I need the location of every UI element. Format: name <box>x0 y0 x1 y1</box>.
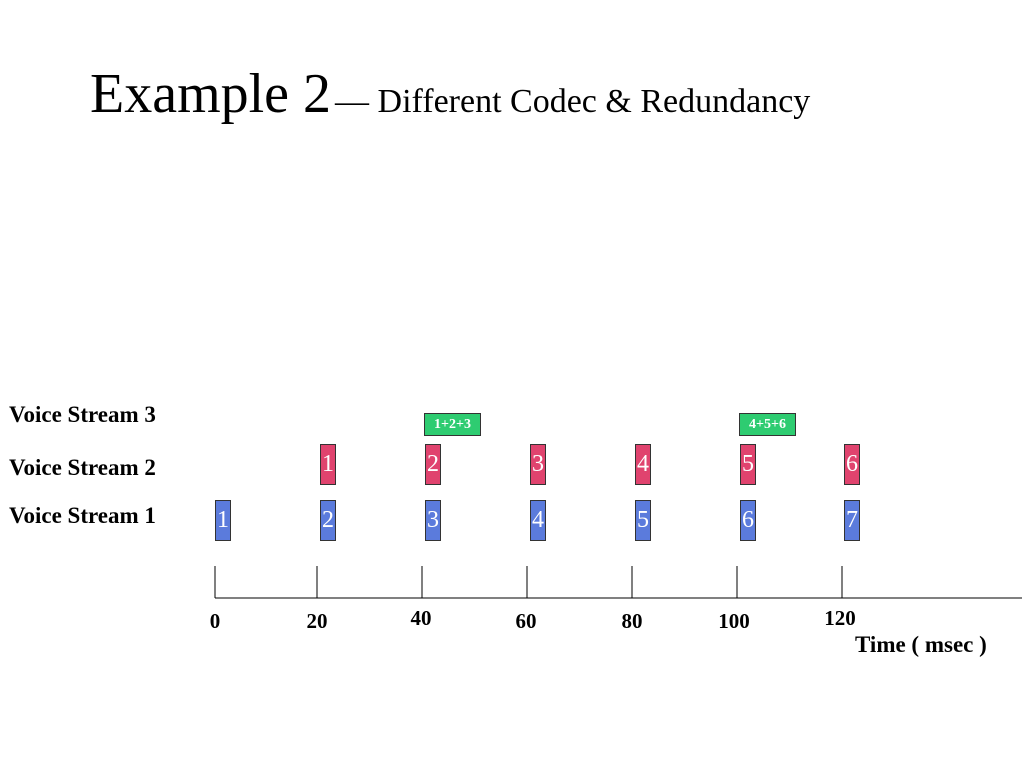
stream-label-3: Voice Stream 3 <box>9 402 156 427</box>
stream-label-1: Voice Stream 1 <box>9 503 156 528</box>
tick-label: 100 <box>718 609 750 633</box>
tick-label: 40 <box>410 606 432 630</box>
stream1-packet: 1 <box>215 500 231 541</box>
slide-title: Example 2 — Different Codec & Redundancy <box>90 62 810 126</box>
stream1-packet: 6 <box>740 500 756 541</box>
title-subtitle: — Different Codec & Redundancy <box>335 83 811 120</box>
stream1-packet: 3 <box>425 500 441 541</box>
stream2-packet: 2 <box>425 444 441 485</box>
axis-title: Time ( msec ) <box>855 632 987 657</box>
tick-label: 120 <box>824 606 856 630</box>
tick-label: 60 <box>515 609 537 633</box>
stream1-packet: 5 <box>635 500 651 541</box>
stream1-packet: 2 <box>320 500 336 541</box>
tick-label: 80 <box>621 609 643 633</box>
tick-label: 20 <box>306 609 328 633</box>
stream-label-2: Voice Stream 2 <box>9 455 156 480</box>
stream2-packet: 3 <box>530 444 546 485</box>
stream3-packet: 1+2+3 <box>424 413 481 436</box>
stream1-packet: 7 <box>844 500 860 541</box>
stream3-packet: 4+5+6 <box>739 413 796 436</box>
stream2-packet: 4 <box>635 444 651 485</box>
tick-label: 0 <box>209 609 221 633</box>
title-main: Example 2 <box>90 63 332 125</box>
stream1-packet: 4 <box>530 500 546 541</box>
stream2-packet: 1 <box>320 444 336 485</box>
stream2-packet: 5 <box>740 444 756 485</box>
stream2-packet: 6 <box>844 444 860 485</box>
